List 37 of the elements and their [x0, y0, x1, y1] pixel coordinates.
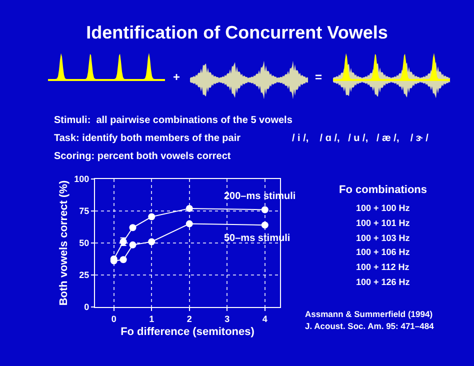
- y-tick-label: 50: [79, 238, 90, 248]
- point: [148, 238, 156, 246]
- y-tick-label: 0: [84, 302, 90, 312]
- text: +: [173, 70, 180, 84]
- text: 100 + 112 Hz: [356, 262, 410, 272]
- point: [261, 206, 268, 214]
- point: [186, 220, 193, 228]
- point: [120, 256, 127, 264]
- x-tick-label: 1: [149, 314, 154, 324]
- text: Stimuli: all pairwise combinations of the 5 vowels: [54, 115, 293, 126]
- text: / i /, / ɑ /, / u /, / æ /, / ɝ /: [292, 133, 429, 144]
- text: =: [315, 70, 322, 84]
- x-tick-label: 4: [262, 314, 268, 324]
- text: Fo combinations: [339, 184, 427, 196]
- text: 100 + 106 Hz: [356, 247, 410, 257]
- text: J. Acoust. Soc. Am. 95: 471–484: [305, 321, 434, 331]
- chart-title: Identification of Concurrent Vowels: [86, 22, 388, 42]
- text: Scoring: percent both vowels correct: [54, 151, 232, 162]
- x-axis-title: Fo difference (semitones): [120, 326, 255, 338]
- point: [129, 241, 136, 248]
- x-tick-label: 3: [224, 314, 230, 324]
- y-tick-label: 75: [79, 206, 90, 216]
- text: Task: identify both members of the pair: [54, 133, 241, 144]
- text: 100 + 126 Hz: [356, 277, 410, 287]
- y-tick-label: 100: [74, 174, 90, 184]
- point: [261, 222, 268, 229]
- point: [148, 213, 156, 220]
- text: Assmann & Summerfield (1994): [305, 309, 433, 319]
- point: [129, 224, 136, 232]
- x-tick-label: 0: [111, 314, 116, 324]
- point: [186, 204, 193, 212]
- text: 100 + 100 Hz: [356, 203, 410, 213]
- text: 100 + 103 Hz: [356, 233, 410, 243]
- x-tick-label: 2: [186, 314, 192, 324]
- y-tick-label: 25: [79, 270, 90, 280]
- text: 100 + 101 Hz: [356, 218, 410, 228]
- y-axis-title: Both vowels correct (%): [58, 180, 70, 306]
